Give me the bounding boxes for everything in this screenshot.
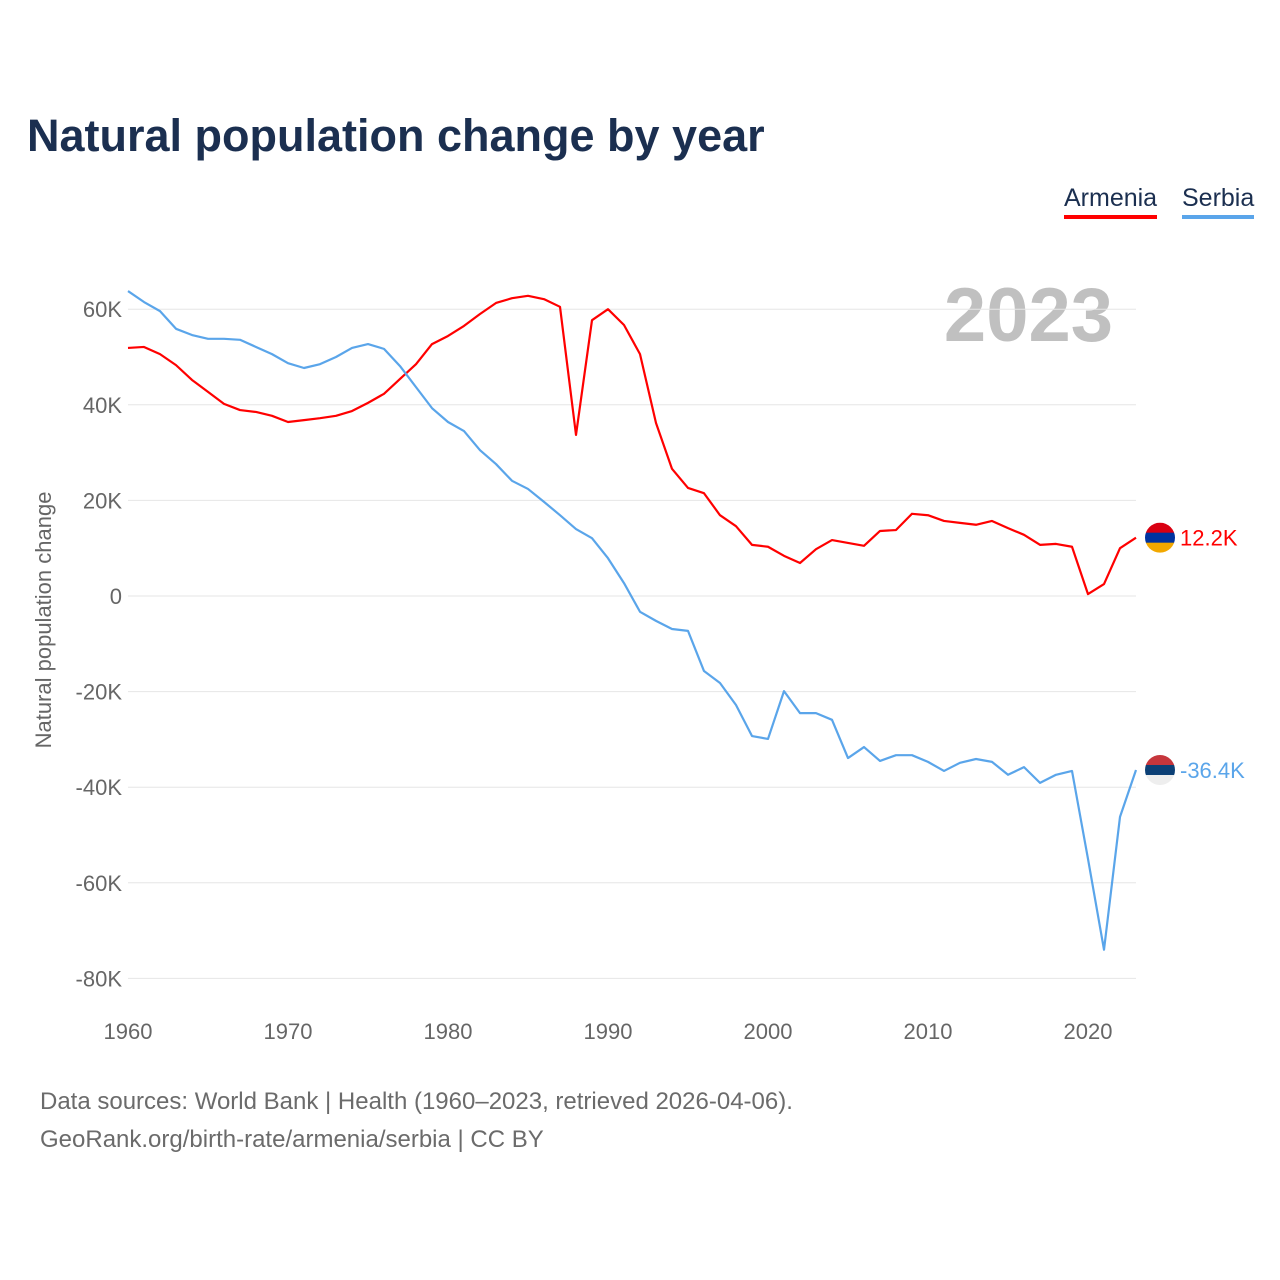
year-watermark: 2023 <box>944 273 1113 358</box>
footer-sources: Data sources: World Bank | Health (1960–… <box>40 1088 793 1115</box>
end-value-label-armenia: 12.2K <box>1180 526 1238 551</box>
y-tick-label: -40K <box>76 775 123 800</box>
x-tick-label: 1990 <box>584 1019 633 1044</box>
y-tick-label: -80K <box>76 966 123 991</box>
legend-armenia[interactable]: Armenia <box>1064 184 1158 219</box>
x-tick-label: 2000 <box>744 1019 793 1044</box>
series-line-armenia <box>127 294 1137 596</box>
footer-credit[interactable]: GeoRank.org/birth-rate/armenia/serbia | … <box>40 1126 544 1153</box>
y-tick-label: 0 <box>110 584 122 609</box>
x-tick-label: 1960 <box>104 1019 153 1044</box>
x-tick-label: 1970 <box>264 1019 313 1044</box>
chart-title: Natural population change by year <box>27 110 765 161</box>
end-value-label-serbia: -36.4K <box>1180 758 1245 783</box>
x-tick-label: 2020 <box>1064 1019 1113 1044</box>
flag-icon-armenia <box>1145 522 1175 553</box>
y-tick-label: -20K <box>76 680 123 705</box>
legend-serbia[interactable]: Serbia <box>1182 184 1255 219</box>
y-tick-label: 20K <box>83 488 122 513</box>
flag-icon-serbia <box>1145 754 1175 785</box>
y-tick-label: 60K <box>83 297 122 322</box>
x-tick-label: 1980 <box>424 1019 473 1044</box>
y-axis-label: Natural population change <box>31 492 56 749</box>
series-line-serbia <box>127 290 1138 951</box>
y-tick-label: 40K <box>83 393 122 418</box>
x-tick-label: 2010 <box>904 1019 953 1044</box>
y-tick-label: -60K <box>76 871 123 896</box>
